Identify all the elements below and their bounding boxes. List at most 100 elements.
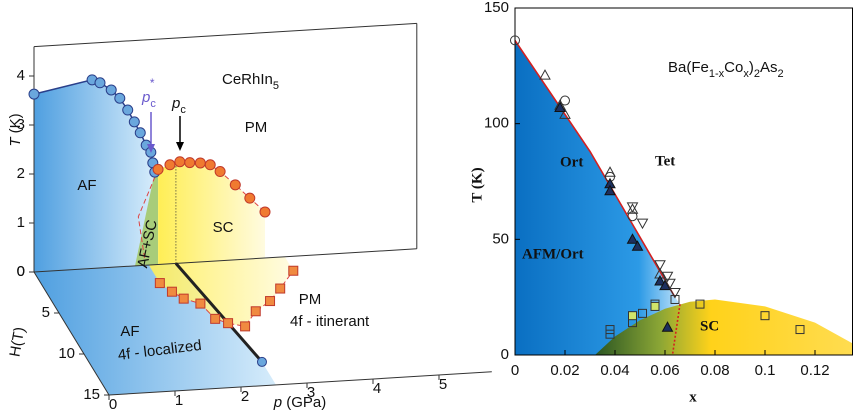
y-tick-label: 50: [492, 230, 509, 247]
h-tick-label: 5: [42, 304, 50, 321]
y-axis-label: T (K): [469, 167, 485, 202]
af-floor-label: AF: [120, 323, 139, 340]
p-axis: [108, 371, 492, 396]
x-tick-label: 0: [511, 362, 519, 379]
af-hp-line: [174, 262, 264, 363]
square-marker: [760, 311, 770, 321]
right-title: Ba(Fe1-xCox)2As2: [668, 59, 784, 80]
square-marker: [695, 299, 705, 309]
pc-star-symbol: p: [141, 89, 150, 106]
sc-tp-point: [184, 157, 196, 169]
x-tick-label: 0.04: [600, 362, 629, 379]
t-tick-label: 4: [17, 67, 25, 84]
p-tick-label: 2: [241, 388, 249, 405]
p-symbol: p: [273, 394, 282, 411]
square-marker: [605, 329, 615, 339]
sc-hp-point: [240, 321, 251, 332]
triangle-up-marker: [604, 184, 616, 196]
triangle-up-marker: [539, 69, 551, 80]
pc-symbol: p: [171, 95, 180, 112]
square-marker: [628, 311, 637, 321]
t-axis-label: T (K): [7, 113, 24, 146]
triangle-down-marker: [664, 278, 676, 290]
p-tick-label: 5: [439, 376, 447, 393]
title-part: 1-x: [709, 68, 725, 80]
af-hp-point: [256, 356, 267, 367]
afm-ort-label: AFM/Ort: [522, 246, 584, 262]
sc-dome: [595, 299, 853, 355]
p-tick-label: 3: [307, 384, 315, 401]
h-tick-label: 15: [83, 386, 100, 403]
ts-line: [514, 39, 676, 298]
sc-tp-point: [244, 192, 256, 204]
sc-hp-point: [275, 283, 286, 294]
p-tick-label: 4: [373, 380, 381, 397]
sc-tp-region: [158, 161, 265, 265]
sc-tp-point: [164, 159, 176, 171]
back-floor-edge: [33, 248, 417, 273]
sc-tp-point: [152, 163, 164, 175]
sc-hp-point: [178, 293, 189, 304]
triangle-up-marker: [626, 203, 639, 214]
title-part: ): [749, 59, 754, 76]
title-part: Co: [724, 59, 743, 76]
sc-tp-point: [174, 156, 186, 168]
af-tp-point: [114, 92, 126, 104]
pc-star-arrowhead: [147, 144, 155, 153]
triangle-up-marker: [659, 279, 671, 291]
triangle-up-marker: [661, 321, 674, 332]
sc-hp-point: [265, 296, 276, 307]
pc-star-label: pc *: [141, 76, 156, 110]
pc-star-sup: *: [150, 76, 155, 90]
title-part: 2: [777, 68, 783, 80]
triangle-up-marker: [626, 233, 639, 244]
triangle-down-marker: [636, 218, 649, 230]
h-axis: [33, 271, 110, 396]
triangle-up-marker: [631, 240, 644, 251]
af-tp-point: [128, 116, 140, 128]
p-tick-label: 0: [109, 396, 117, 413]
af-sc-region: [135, 169, 159, 266]
t-tick-label: 0: [17, 263, 25, 280]
t-tick-label: 3: [17, 116, 25, 133]
sc-hp-point: [250, 306, 261, 317]
sc-tp-point: [204, 159, 216, 171]
square-marker: [670, 294, 680, 304]
square-marker: [638, 308, 647, 318]
pc-star-sub: c: [150, 98, 156, 110]
pc-sub: c: [180, 104, 186, 116]
afm-region: [515, 40, 680, 356]
af-tp-point: [105, 84, 117, 96]
tc-dash-line: [671, 303, 681, 356]
tet-label: Tet: [655, 153, 675, 169]
pm-floor-label: PM: [299, 291, 322, 308]
y-tick-label: 150: [484, 0, 509, 16]
t-symbol: T: [7, 136, 24, 147]
sc-tp-point: [229, 179, 241, 191]
af-tp-region: [34, 79, 155, 272]
t-tick-label: 1: [17, 214, 25, 231]
sc-tp-point: [194, 157, 206, 169]
ort-label: Ort: [560, 154, 583, 170]
sc-label-right: SC: [700, 318, 719, 334]
t-unit: (K): [7, 113, 24, 133]
sc-hp-point: [195, 298, 206, 309]
sc-hp-point: [210, 313, 221, 324]
material: CeRhIn5: [222, 71, 279, 92]
x-tick-label: 0.06: [650, 362, 679, 379]
triangle-down-marker: [654, 260, 666, 271]
sc-label: SC: [213, 219, 234, 236]
triangle-up-marker: [559, 108, 571, 119]
x-tick-label: 0.1: [755, 362, 776, 379]
pc-label: pc: [171, 95, 186, 116]
sc-tp-point: [214, 166, 226, 178]
right-panel: 0 0.02 0.04 0.06 0.08 0.1 0.12 0 50 100 150: [484, 0, 853, 379]
af-sc-boundary: [137, 169, 159, 261]
h-tick-label: 0: [17, 263, 25, 280]
af-tp-point: [122, 104, 134, 116]
x-tick-label: 0.08: [700, 362, 729, 379]
box-top: [33, 22, 417, 48]
